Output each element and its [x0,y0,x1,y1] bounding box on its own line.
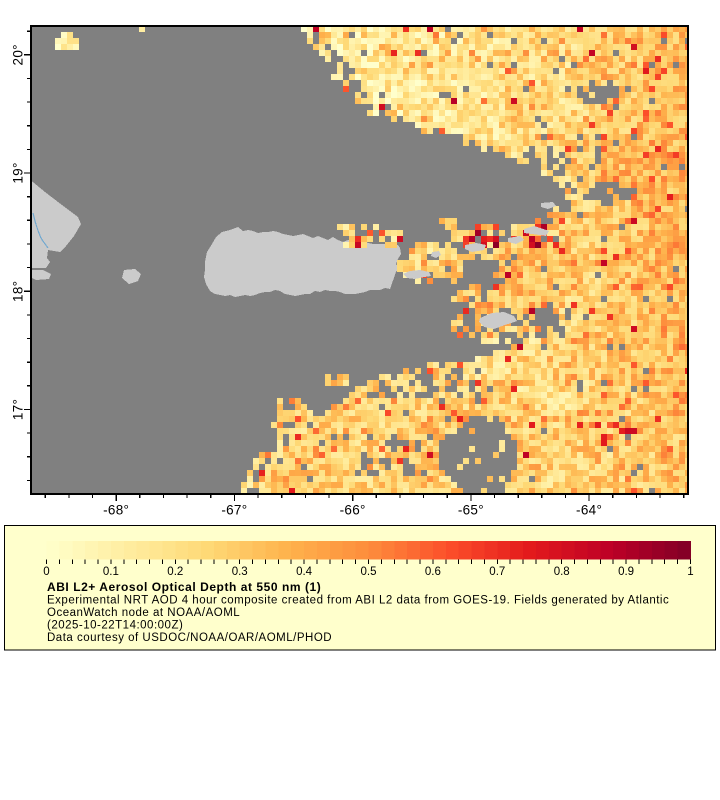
svg-text:0.8: 0.8 [554,566,570,578]
svg-text:0.7: 0.7 [489,566,505,578]
svg-text:Data courtesy of USDOC/NOAA/OA: Data courtesy of USDOC/NOAA/OAR/AOML/PHO… [47,632,332,644]
svg-text:0.1: 0.1 [103,566,119,578]
svg-text:0.5: 0.5 [361,566,377,578]
svg-text:-67°: -67° [221,503,247,518]
svg-text:0.9: 0.9 [618,566,634,578]
svg-text:-66°: -66° [340,503,366,518]
svg-text:0.2: 0.2 [167,566,183,578]
svg-text:OceanWatch node at NOAA/AOML: OceanWatch node at NOAA/AOML [47,607,240,619]
svg-text:(2025-10-22T14:00:00Z): (2025-10-22T14:00:00Z) [47,620,183,632]
svg-text:17°: 17° [11,399,26,420]
svg-text:1: 1 [687,566,693,578]
svg-text:ABI L2+ Aerosol Optical Depth: ABI L2+ Aerosol Optical Depth at 550 nm … [47,580,321,594]
svg-text:0.3: 0.3 [232,566,248,578]
svg-text:0: 0 [43,566,49,578]
svg-text:-64°: -64° [576,503,602,518]
svg-text:Experimental NRT AOD 4 hour co: Experimental NRT AOD 4 hour composite cr… [47,595,669,607]
svg-text:0.4: 0.4 [296,566,313,578]
svg-text:-68°: -68° [103,503,129,518]
svg-text:-65°: -65° [458,503,484,518]
svg-text:20°: 20° [11,44,26,65]
svg-text:0.6: 0.6 [425,566,441,578]
svg-text:18°: 18° [11,281,26,302]
svg-text:19°: 19° [11,162,26,183]
